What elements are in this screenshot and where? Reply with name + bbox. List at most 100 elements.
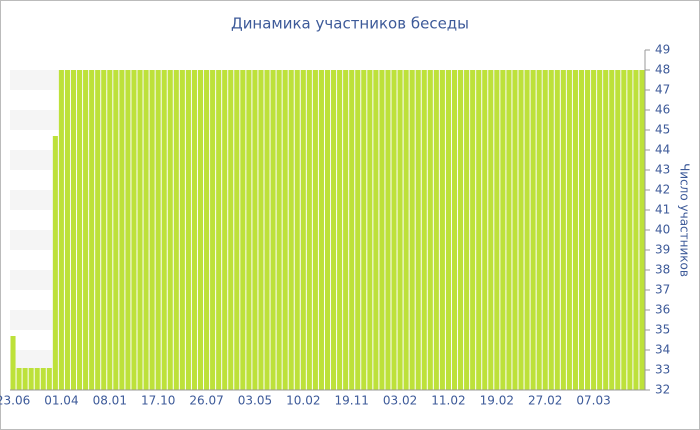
bar: [415, 70, 421, 390]
bar: [22, 368, 28, 390]
x-tick-label: 11.02: [431, 394, 465, 408]
bar: [222, 70, 228, 390]
x-tick-label: 26.07: [189, 394, 223, 408]
bar: [603, 70, 609, 390]
bar: [331, 70, 337, 390]
bar: [367, 70, 373, 390]
bar: [70, 70, 77, 390]
bar: [131, 70, 137, 390]
bar: [28, 368, 34, 390]
x-tick-label: 17.10: [141, 394, 175, 408]
bar: [95, 70, 101, 390]
bar: [530, 70, 536, 390]
y-tick-label: 37: [655, 283, 670, 297]
bar: [355, 70, 361, 390]
bar: [542, 70, 548, 390]
bar: [173, 70, 179, 390]
bar: [143, 70, 149, 390]
bar: [216, 70, 222, 390]
bar: [300, 70, 306, 390]
bar: [16, 368, 22, 390]
bar: [210, 70, 216, 390]
bar: [627, 70, 633, 390]
bar: [228, 70, 234, 390]
bar: [445, 70, 451, 390]
y-tick-label: 34: [655, 343, 670, 357]
bar: [46, 368, 52, 390]
bar: [240, 70, 246, 390]
bar: [288, 70, 294, 390]
bar: [464, 70, 470, 390]
bar: [566, 70, 572, 390]
bar: [349, 70, 355, 390]
bar: [337, 70, 343, 390]
y-tick-label: 45: [655, 123, 670, 137]
bar: [385, 70, 391, 390]
bar: [161, 70, 167, 390]
y-tick-label: 35: [655, 323, 670, 337]
y-tick-label: 48: [655, 63, 670, 77]
bar: [421, 70, 427, 390]
bar: [585, 70, 591, 390]
y-tick-label: 46: [655, 103, 670, 117]
bar: [83, 70, 89, 390]
y-tick-label: 36: [655, 303, 670, 317]
bar: [578, 70, 585, 390]
bar: [476, 70, 482, 390]
bar: [458, 70, 464, 390]
bar: [64, 70, 70, 390]
bar: [282, 70, 288, 390]
bar: [615, 70, 621, 390]
bar: [10, 336, 16, 390]
bar: [101, 70, 107, 390]
bar: [234, 70, 240, 390]
y-tick-label: 41: [655, 203, 670, 217]
bar: [560, 70, 566, 390]
y-axis-label: Число участников: [678, 163, 692, 277]
x-tick-label: 01.04: [44, 394, 78, 408]
bar: [591, 70, 597, 390]
bar: [409, 70, 415, 390]
bar: [536, 70, 542, 390]
bar: [167, 70, 173, 390]
bar: [258, 70, 264, 390]
x-tick-label: 07.03: [576, 394, 610, 408]
bar: [125, 70, 131, 390]
bar: [482, 70, 488, 390]
x-tick-label: 08.01: [93, 394, 127, 408]
y-tick-label: 39: [655, 243, 670, 257]
x-tick-label: 19.02: [480, 394, 514, 408]
bar: [572, 70, 578, 390]
bar: [518, 70, 524, 390]
bar: [633, 70, 639, 390]
y-tick-label: 43: [655, 163, 670, 177]
bar: [397, 70, 403, 390]
bar: [639, 70, 645, 390]
bar: [427, 70, 433, 390]
bar: [488, 70, 494, 390]
bar: [179, 70, 185, 390]
x-tick-label: 03.02: [383, 394, 417, 408]
x-tick-label: 27.02: [528, 394, 562, 408]
bar: [137, 70, 143, 390]
bar: [324, 70, 331, 390]
bar: [554, 70, 560, 390]
x-tick-label: 19.11: [335, 394, 369, 408]
bar: [433, 70, 439, 390]
bar: [609, 70, 615, 390]
bar: [40, 368, 46, 390]
bar: [197, 70, 204, 390]
y-tick-label: 42: [655, 183, 670, 197]
bar: [373, 70, 379, 390]
bar: [252, 70, 258, 390]
x-tick-label: 03.05: [238, 394, 272, 408]
bar: [89, 70, 95, 390]
bar: [264, 70, 270, 390]
bar: [52, 136, 58, 390]
bar: [276, 70, 282, 390]
y-tick-label: 38: [655, 263, 670, 277]
bar: [318, 70, 324, 390]
bar: [403, 70, 409, 390]
bar: [597, 70, 603, 390]
